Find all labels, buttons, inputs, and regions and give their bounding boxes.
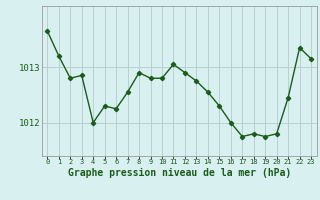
X-axis label: Graphe pression niveau de la mer (hPa): Graphe pression niveau de la mer (hPa) — [68, 168, 291, 178]
